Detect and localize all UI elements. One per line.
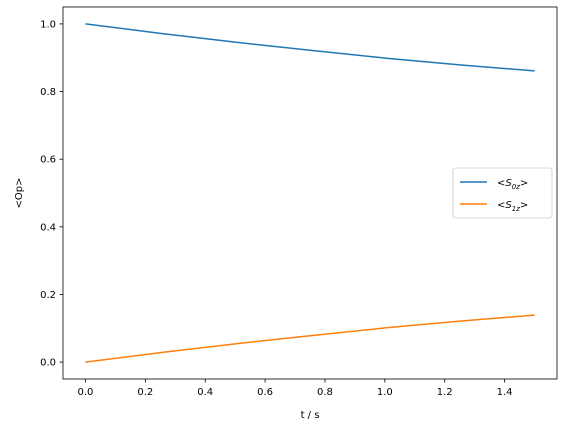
series-line-1 <box>85 314 535 363</box>
x-tick-label: 0.4 <box>197 387 213 398</box>
y-tick-label: 0.8 <box>40 87 56 98</box>
y-tick-label: 0.0 <box>40 358 56 369</box>
y-tick-label: 0.2 <box>40 290 56 301</box>
x-tick-label: 0.0 <box>78 387 94 398</box>
x-axis-label: t / s <box>301 410 320 421</box>
y-tick-label: 0.4 <box>40 222 56 233</box>
legend-label-0: <S0z> <box>497 178 528 191</box>
legend-box <box>452 167 553 219</box>
y-tick-label: 1.0 <box>40 19 56 30</box>
x-tick-label: 1.2 <box>437 387 453 398</box>
x-tick-label: 1.4 <box>497 387 513 398</box>
y-tick-label: 0.6 <box>40 155 56 166</box>
x-tick-label: 0.6 <box>257 387 273 398</box>
y-axis-label: <Op> <box>14 178 25 209</box>
x-tick-label: 0.8 <box>317 387 333 398</box>
x-tick-label: 0.2 <box>137 387 153 398</box>
series-line-0 <box>85 23 535 72</box>
plot-frame <box>62 6 558 380</box>
legend-label-1: <S1z> <box>497 200 528 213</box>
x-tick-label: 1.0 <box>377 387 393 398</box>
legend: <S0z> <S1z> <box>452 167 553 219</box>
